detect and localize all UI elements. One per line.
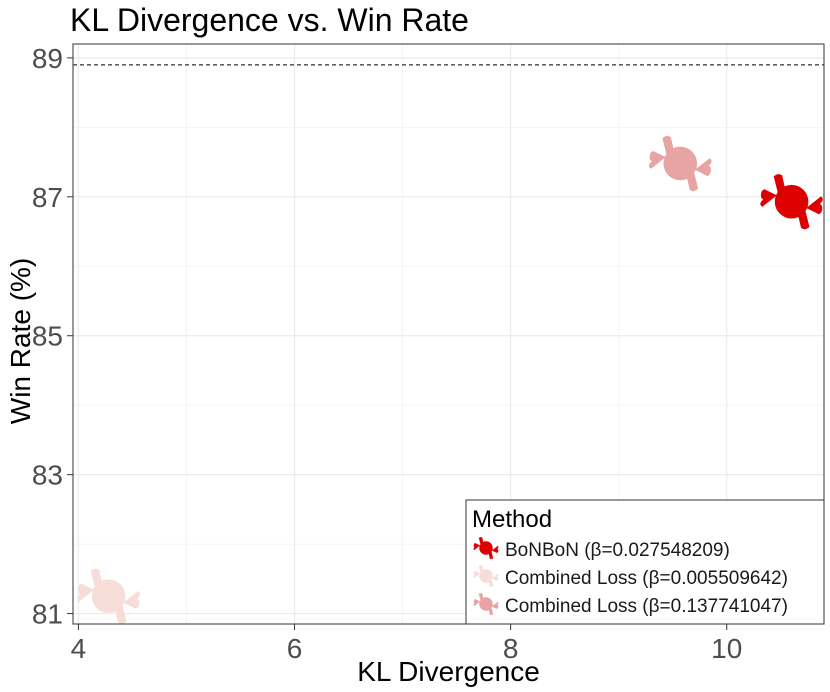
legend-key-series-2: [473, 592, 499, 616]
grid-minor: [73, 44, 824, 624]
x-tick-label: 6: [287, 633, 303, 664]
candy-wrapper-left: [649, 150, 666, 169]
candy-body: [774, 184, 809, 219]
legend-keys: [473, 536, 499, 616]
candy-wrapper-right: [806, 196, 823, 215]
data-point-series-1: [77, 568, 140, 624]
candy-wrapper-right: [491, 601, 499, 610]
candy-body: [91, 579, 126, 614]
x-tick-label: 8: [503, 633, 519, 664]
y-tick-label: 85: [32, 321, 63, 352]
candy-body: [479, 597, 493, 611]
legend-label-combined-loss-low-beta: Combined Loss (β=0.005509642): [505, 568, 788, 589]
y-tick-label: 81: [32, 599, 63, 630]
x-axis-title: KL Divergence: [357, 656, 540, 687]
legend-box: [465, 499, 825, 625]
y-tick-label: 83: [32, 460, 63, 491]
x-axis: 4 6 8 10: [71, 624, 742, 664]
legend: Method BoNBoN (β=0.027548209) Combined L…: [465, 499, 825, 625]
x-tick-label: 4: [71, 633, 87, 664]
legend-label-bonbon: BoNBoN (β=0.027548209): [505, 540, 730, 561]
legend-title: Method: [472, 506, 552, 533]
data-point-series-0: [760, 174, 823, 230]
candy-wrapper-left: [473, 598, 481, 607]
x-tick-label: 10: [711, 633, 742, 664]
legend-key-series-1: [473, 564, 499, 588]
y-axis-title: Win Rate (%): [5, 258, 36, 424]
y-tick-label: 89: [32, 43, 63, 74]
chart-title: KL Divergence vs. Win Rate: [70, 2, 469, 38]
candy-wrapper-right: [694, 158, 712, 177]
plot-border: [72, 43, 825, 625]
legend-key-series-0: [473, 536, 499, 560]
data-points: [77, 135, 823, 624]
legend-label-combined-loss-high-beta: Combined Loss (β=0.137741047): [505, 596, 788, 617]
candy-wrapper-right: [491, 545, 499, 554]
data-point-series-2: [649, 135, 712, 192]
candy-body: [479, 541, 493, 555]
candy-body: [479, 569, 493, 583]
y-axis: 81 83 85 87 89: [32, 43, 73, 630]
candy-wrapper-right: [123, 590, 140, 609]
candy-wrapper-right: [491, 573, 499, 582]
candy-wrapper-left: [77, 583, 94, 602]
candy-wrapper-left: [760, 189, 777, 207]
candy-wrapper-left: [473, 570, 481, 579]
y-tick-label: 87: [32, 182, 63, 213]
candy-wrapper-left: [473, 542, 481, 551]
candy-body: [663, 146, 698, 181]
